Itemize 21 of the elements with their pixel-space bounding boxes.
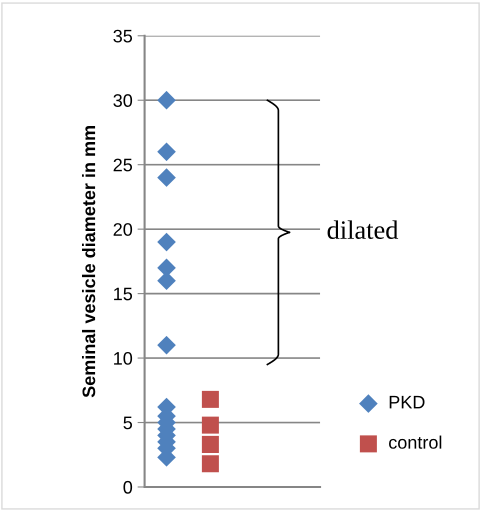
- point: [157, 232, 176, 252]
- point: [157, 168, 176, 187]
- text: dilated: [328, 220, 398, 239]
- point: [157, 90, 176, 110]
- legend-label: control: [389, 436, 442, 449]
- y-tick-label: 35: [113, 30, 132, 42]
- y-tick-label: 0: [123, 480, 132, 494]
- y-axis-title: Seminal vesicle diameter in mm: [82, 126, 96, 398]
- y-tick-label: 15: [114, 288, 132, 300]
- y-tick-label: 10: [114, 352, 132, 365]
- point: [202, 455, 219, 472]
- point: [202, 436, 219, 453]
- legend-label: PKD: [390, 396, 425, 408]
- point: [157, 142, 176, 162]
- y-tick-label: 5: [123, 416, 132, 430]
- point: [157, 336, 176, 354]
- y-tick-label: 20: [114, 223, 132, 236]
- point: [202, 390, 219, 408]
- y-tick-label: 30: [113, 94, 132, 107]
- y-tick-label: 25: [114, 158, 132, 172]
- point: [202, 416, 219, 434]
